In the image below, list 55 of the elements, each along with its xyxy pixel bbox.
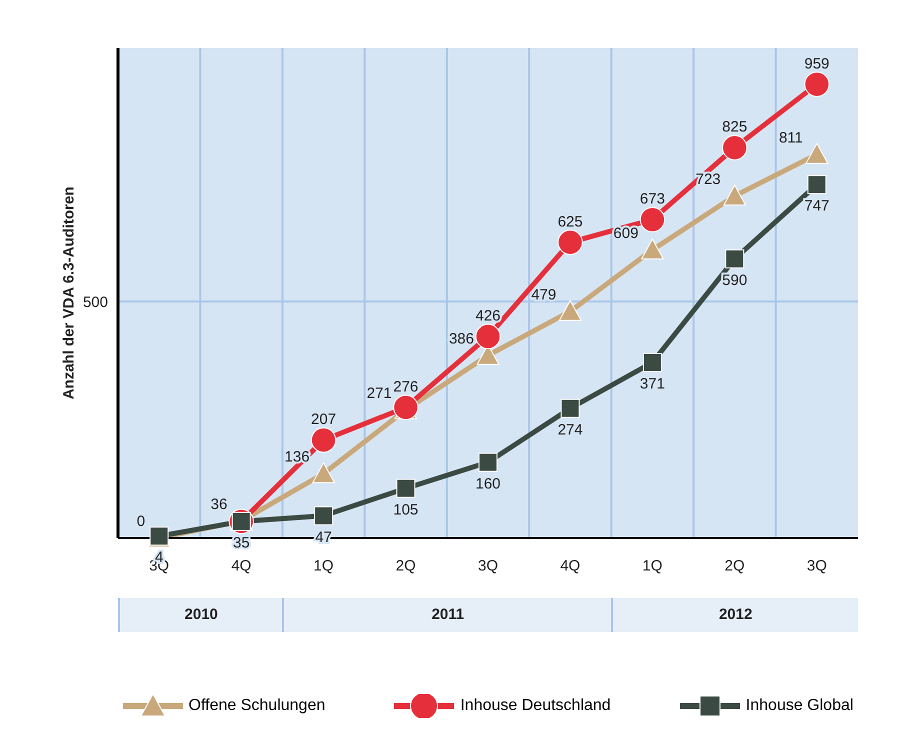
point [642, 352, 662, 372]
y-axis-title: Anzahl der VDA 6.3-Auditoren [60, 186, 78, 400]
point [722, 135, 748, 160]
x-tick-label: 4Q [231, 558, 252, 575]
data-label: 271 [366, 384, 392, 402]
data-label: 825 [722, 118, 748, 136]
data-label: 105 [393, 501, 418, 518]
data-label: 207 [311, 411, 336, 428]
data-label: 959 [804, 55, 830, 72]
point [475, 324, 501, 350]
data-label: 35 [232, 534, 250, 552]
point [558, 300, 582, 321]
legend-label: Offene Schulungen [188, 697, 326, 715]
x-tick-label: 3Q [478, 558, 498, 575]
point [723, 184, 746, 206]
data-label: 590 [722, 272, 748, 289]
text: 2012 [611, 598, 858, 632]
data-label: 386 [448, 330, 474, 348]
x-tick-label: 4Q [560, 558, 580, 575]
text: 2011 [282, 598, 612, 632]
x-tick-label: 3Q [806, 558, 827, 575]
point [314, 506, 334, 526]
data-label: 0 [136, 513, 146, 530]
data-label: 609 [613, 224, 638, 242]
data-label: 276 [393, 378, 418, 396]
point [396, 478, 416, 498]
point [560, 398, 580, 418]
point [641, 238, 664, 260]
x-tick-label: 2Q [396, 558, 416, 575]
data-label: 36 [210, 496, 228, 513]
point [640, 206, 666, 232]
text: 2010 [118, 598, 282, 632]
legend-label: Inhouse Global [746, 697, 854, 715]
ref-line-label: 500 [82, 294, 108, 311]
point [558, 230, 583, 255]
data-label: 625 [558, 213, 583, 230]
point [725, 249, 744, 268]
data-label: 160 [475, 475, 501, 492]
legend-label: Inhouse Deutschland [460, 697, 611, 715]
data-label: 426 [475, 307, 501, 324]
point [806, 143, 828, 164]
x-tick-label: 1Q [314, 558, 334, 575]
x-tick-label: 1Q [642, 558, 662, 575]
data-label: 747 [804, 198, 830, 215]
data-label: 371 [640, 375, 665, 392]
point [807, 175, 826, 194]
point [478, 452, 498, 472]
data-label: 811 [778, 129, 803, 146]
point [312, 462, 335, 484]
x-tick-label: 2Q [724, 558, 745, 575]
data-label: 673 [640, 190, 665, 208]
data-label: 274 [558, 421, 583, 438]
point [804, 72, 830, 97]
point [310, 427, 336, 453]
data-label: 479 [531, 286, 556, 304]
